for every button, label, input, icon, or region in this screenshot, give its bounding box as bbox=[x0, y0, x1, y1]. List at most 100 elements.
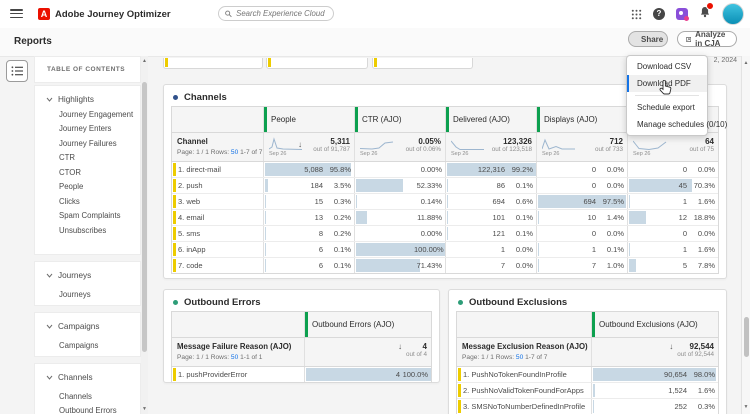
menu-item-download-csv[interactable]: Download CSV bbox=[637, 62, 692, 71]
table-row[interactable]: 1. PushNoTokenFoundInProfile 90,654 98.0% bbox=[457, 367, 718, 383]
table-row[interactable]: 2. push 184 3.5% 52.33% 86 0.1% 0 0.0% 45 70… bbox=[172, 178, 718, 194]
menu-item-download-pdf[interactable]: Download PDF bbox=[627, 75, 707, 92]
toc-section-head-highlights[interactable]: Highlights bbox=[35, 91, 140, 107]
hamburger-menu-icon[interactable] bbox=[10, 9, 23, 19]
sidebar-item-journey-enters[interactable]: Journey Enters bbox=[59, 124, 112, 134]
page-title: Reports bbox=[14, 36, 52, 47]
column-header-ctr[interactable]: CTR (AJO) bbox=[355, 107, 446, 132]
sidebar-item-journey-failures[interactable]: Journey Failures bbox=[59, 138, 117, 148]
table-row[interactable]: 1. pushProviderError 4 100.0% bbox=[172, 367, 431, 382]
cell-5: 0 0.0% bbox=[682, 165, 715, 174]
cell-value: 90,654 98.0% bbox=[592, 367, 718, 382]
column-header-people[interactable]: People bbox=[264, 107, 355, 132]
column-header-delivered[interactable]: Delivered (AJO) bbox=[446, 107, 537, 132]
metric-total: 5,311 bbox=[330, 137, 350, 146]
scroll-down-icon[interactable]: ▼ bbox=[142, 406, 147, 412]
chevron-down-icon bbox=[46, 97, 53, 102]
table-row[interactable]: 4. email 13 0.2% 11.88% 101 0.1% 10 1.4% 12… bbox=[172, 210, 718, 226]
sidebar-item-campaigns[interactable]: Campaigns bbox=[59, 340, 99, 350]
scroll-down-icon[interactable]: ▼ bbox=[743, 404, 749, 410]
outbound-errors-title: Outbound Errors bbox=[164, 290, 439, 308]
rows-per-page-link[interactable]: 50 bbox=[230, 354, 239, 361]
table-row[interactable]: 6. inApp 6 0.1% 100.00% 1 0.0% 1 0.1% 1 1.6% bbox=[172, 242, 718, 258]
menu-item-manage-schedules[interactable]: Manage schedules (0/10) bbox=[637, 120, 728, 129]
table-row[interactable]: 5. sms 8 0.2% 0.00% 121 0.1% 0 0.0% 0 0.0% bbox=[172, 226, 718, 242]
analyze-in-cja-button[interactable]: Analyze in CJA bbox=[677, 30, 737, 48]
sidebar-item-channels[interactable]: Channels bbox=[59, 391, 92, 401]
cell-displays: 10 1.4% bbox=[537, 210, 628, 225]
metric-outof: out of 4 bbox=[405, 351, 427, 358]
toc-scrollbar[interactable]: ▲ ▼ bbox=[141, 56, 148, 414]
metric-outof: out of 91,787 bbox=[313, 146, 350, 153]
column-header-outbound-errors[interactable]: Outbound Errors (AJO) bbox=[305, 312, 431, 337]
column-header-outbound-exclusions[interactable]: Outbound Exclusions (AJO) bbox=[592, 312, 718, 337]
cell-displays: 0 0.0% bbox=[537, 162, 628, 177]
cell-delivered: 694 0.6% bbox=[446, 194, 537, 209]
sidebar-item-spam-complaints[interactable]: Spam Complaints bbox=[59, 211, 121, 221]
rows-per-page-link[interactable]: 50 bbox=[515, 354, 524, 361]
sparkline: Sep 26 bbox=[359, 137, 394, 157]
cell-displays: 0 0.0% bbox=[537, 178, 628, 193]
sparkline: Sep 26 bbox=[541, 137, 576, 157]
sidebar-item-journeys[interactable]: Journeys bbox=[59, 289, 91, 299]
share-label: Share bbox=[641, 34, 664, 44]
toc-scrollbar-thumb[interactable] bbox=[142, 82, 147, 352]
app-switcher-grid-icon[interactable] bbox=[631, 9, 642, 20]
scroll-up-icon[interactable]: ▲ bbox=[142, 58, 147, 64]
cell-ctr: 0.14% bbox=[355, 194, 446, 209]
avatar[interactable] bbox=[722, 3, 744, 25]
cell-ctr: 11.88% bbox=[355, 210, 446, 225]
metric-total: 92,544 bbox=[689, 342, 714, 351]
sidebar-item-journey-engagement[interactable]: Journey Engagement bbox=[59, 109, 134, 119]
panel-status-dot bbox=[173, 95, 178, 100]
sidebar-item-people[interactable]: People bbox=[59, 182, 84, 192]
toc-header-block: TABLE OF CONTENTS bbox=[34, 56, 141, 83]
share-button[interactable]: Share bbox=[628, 31, 668, 47]
search-bar[interactable] bbox=[218, 6, 334, 21]
cell-ctr: 0.00% bbox=[355, 162, 446, 177]
sidebar-item-ctr[interactable]: CTR bbox=[59, 153, 76, 163]
outbound-exclusions-title: Outbound Exclusions bbox=[449, 290, 726, 308]
sort-descending-icon[interactable]: ↓ bbox=[397, 342, 402, 351]
metric-outof: out of 733 bbox=[594, 146, 623, 153]
sidebar-item-clicks[interactable]: Clicks bbox=[59, 196, 80, 206]
table-row[interactable]: 3. SMSNoToNumberDefinedInProfile 252 0.3% bbox=[457, 399, 718, 414]
table-row[interactable]: 7. code 6 0.1% 71.43% 7 0.0% 7 1.0% 5 7.8% bbox=[172, 258, 718, 273]
sparkline-date: Sep 26 bbox=[542, 151, 560, 157]
sort-descending-icon[interactable]: ↓ bbox=[669, 342, 674, 351]
toc-section-head-channels[interactable]: Channels bbox=[35, 369, 140, 385]
summary-header-row: Message Exclusion Reason (AJO) Page: 1 /… bbox=[457, 338, 718, 367]
row-name: 1. direct-mail bbox=[172, 162, 264, 177]
sidebar-item-outbound-errors[interactable]: Outbound Errors bbox=[59, 406, 117, 414]
cell-delivered: 122,316 99.2% bbox=[446, 162, 537, 177]
sparkline-date: Sep 26 bbox=[360, 151, 378, 157]
table-row[interactable]: 3. web 15 0.3% 0.14% 694 0.6% 694 97.5% 1 1.… bbox=[172, 194, 718, 210]
cell-value: 252 0.3% bbox=[593, 400, 715, 413]
cell-ctr: 0.00% bbox=[355, 226, 446, 241]
scroll-up-icon[interactable]: ▲ bbox=[743, 60, 749, 66]
rows-per-page-link[interactable]: 50 bbox=[230, 149, 239, 156]
sidebar-item-ctor[interactable]: CTOR bbox=[59, 167, 81, 177]
sort-descending-icon[interactable]: ↓ bbox=[298, 140, 302, 149]
metric-outof: out of 75 bbox=[689, 146, 714, 153]
toc-section-head-campaigns[interactable]: Campaigns bbox=[35, 318, 140, 334]
metric-outof: out of 92,544 bbox=[677, 351, 714, 358]
cell-delivered: 1 0.0% bbox=[446, 242, 537, 257]
sidebar-item-unsubscribes[interactable]: Unsubscribes bbox=[59, 225, 107, 235]
toc-toggle-button[interactable] bbox=[6, 60, 28, 82]
cell-displays: 1 0.1% bbox=[537, 242, 628, 257]
toc-section-head-journeys[interactable]: Journeys bbox=[35, 267, 140, 283]
menu-item-schedule-export[interactable]: Schedule export bbox=[637, 103, 695, 112]
announcements-icon[interactable] bbox=[676, 8, 689, 21]
column-header-displays[interactable]: Displays (AJO) bbox=[537, 107, 628, 132]
search-icon bbox=[225, 10, 232, 17]
table-row[interactable]: 1. direct-mail 5,088 95.8% 0.00% 122,316 9… bbox=[172, 162, 718, 178]
search-input[interactable] bbox=[236, 9, 327, 18]
cell-value: 4 100.0% bbox=[305, 367, 431, 382]
main-scrollbar[interactable]: ▲ ▼ bbox=[741, 56, 750, 414]
notifications-bell-icon[interactable] bbox=[699, 2, 714, 23]
main-scrollbar-thumb[interactable] bbox=[744, 317, 749, 357]
help-icon[interactable]: ? bbox=[653, 8, 665, 20]
table-row[interactable]: 2. PushNoValidTokenFoundForApps 1,524 1.6… bbox=[457, 383, 718, 399]
